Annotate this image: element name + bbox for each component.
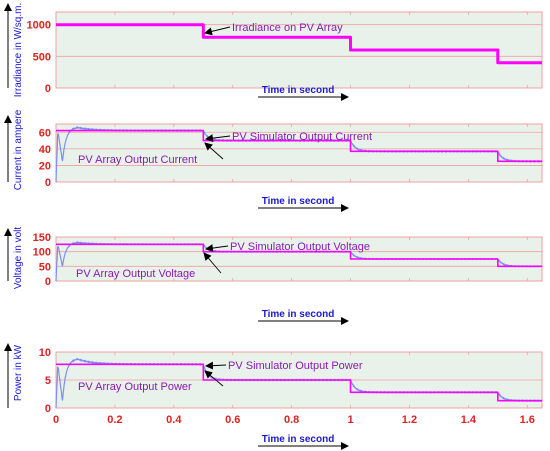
panel-4-annotation: PV Simulator Output Power (228, 360, 363, 372)
panel-2-ytick-label: 0 (45, 177, 51, 189)
panel-4-ytick-label: 10 (39, 347, 51, 359)
panel-2-ytick-label: 20 (39, 160, 51, 172)
panel-3-annotation-arrow (203, 252, 222, 274)
panel-2-annotation: PV Simulator Output Current (232, 131, 372, 143)
panel-2-y-axis-label: Current in ampere (13, 109, 24, 190)
panel-4-annotation-arrow (205, 361, 227, 370)
panel-2-annotation-arrow (205, 134, 231, 143)
panel-1-annotation: Irradiance on PV Array (232, 22, 343, 34)
panel-3-ytick-label: 50 (39, 261, 51, 273)
panel-4-ytick-label: 5 (45, 375, 51, 387)
panel-3-annotation: PV Array Output Voltage (76, 268, 195, 280)
panel-3-ytick-label: 150 (33, 232, 51, 244)
panel-4-xtick-label: 0.8 (284, 414, 299, 426)
panel-1-x-axis-label: Time in second (262, 85, 335, 96)
panel-4-x-axis-label: Time in second (262, 434, 335, 445)
panel-4-y-axis-label: Power in kW (13, 344, 24, 401)
panel-3-y-axis-label: Voltage in volt (13, 227, 24, 289)
panel-2-x-axis-label: Time in second (262, 196, 335, 207)
panel-4-xtick-label: 0 (53, 414, 59, 426)
panel-1-ytick-label: 500 (33, 51, 51, 63)
panel-4-xtick-label: 1.6 (520, 414, 535, 426)
panel-3-annotation-arrow (205, 244, 229, 253)
panel-3-ytick-label: 100 (33, 247, 51, 259)
panel-1-annotation-arrow (204, 26, 231, 36)
panel-4-annotation: PV Array Output Power (78, 381, 192, 393)
panel-3-x-axis-label: Time in second (262, 309, 335, 320)
panel-3: 0 50 100 150 Voltage in volt Time in second PV… (4, 227, 543, 325)
panel-1-ytick-label: 0 (45, 83, 51, 95)
panel-4-series-pv-simulator-output-power (56, 363, 542, 402)
panel-4-xtick-label: 1.2 (402, 414, 417, 426)
panel-2-ytick-label: 40 (39, 144, 51, 156)
panel-3-ytick-label: 0 (45, 276, 51, 288)
panel-2: 0 20 40 60 Current in ampere Time in second PV… (4, 109, 543, 212)
panel-1-y-axis-label: Irradiance in W/sq.m. (13, 3, 24, 97)
panel-1-ytick-label: 1000 (27, 20, 51, 32)
panel-4-xtick-label: 0.6 (225, 414, 240, 426)
panel-3-series-pv-simulator-output-voltage (56, 243, 542, 268)
panel-4-xtick-label: 0.2 (107, 414, 122, 426)
panel-2-annotation-arrow (204, 142, 224, 160)
panel-2-series-pv-simulator-output-current (56, 129, 542, 163)
panel-2-annotation: PV Array Output Current (78, 154, 197, 166)
panel-4-xtick-label: 0.4 (166, 414, 182, 426)
panel-4-xtick-label: 1 (347, 414, 353, 426)
panel-4-xtick-label: 1.4 (461, 414, 477, 426)
panel-2-ytick-label: 60 (39, 127, 51, 139)
panel-2-plot-area (55, 123, 543, 183)
panel-4-ytick-label: 0 (45, 403, 51, 415)
panel-4-annotation-arrow (204, 370, 224, 387)
panel-4: 0 5 10 0 0.2 0.4 0.6 0.8 1 1.2 1.4 1.6 Power in kW Ti… (4, 343, 543, 450)
panel-1-series-irradiance-on-pv-array (56, 23, 542, 65)
panel-3-annotation: PV Simulator Output Voltage (230, 241, 370, 253)
